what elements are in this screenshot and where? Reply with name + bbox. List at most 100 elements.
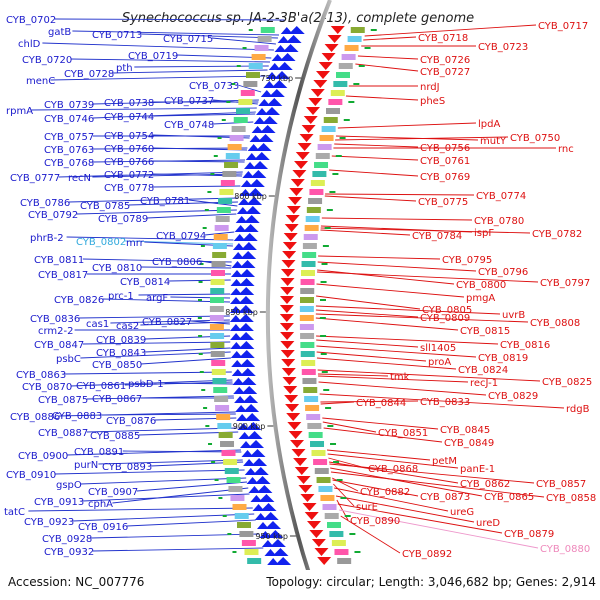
left-gene-label: CYB_0923 bbox=[24, 517, 74, 528]
leader-line bbox=[317, 373, 389, 377]
left-gene-label: mrr bbox=[126, 238, 145, 249]
forward-gene-arrow bbox=[258, 494, 275, 502]
left-gene-label: CYB_0893 bbox=[102, 462, 152, 473]
forward-gene-arrow bbox=[238, 341, 255, 349]
feature-box bbox=[304, 225, 319, 231]
right-gene-label: CYB_0880 bbox=[540, 544, 590, 555]
left-gene-label: purN bbox=[74, 460, 98, 471]
left-gene-label: CYB_0913 bbox=[34, 497, 84, 508]
leader-line bbox=[58, 171, 243, 178]
feature-box bbox=[260, 27, 275, 33]
left-gene-label: CYB_0870 bbox=[22, 382, 72, 393]
feature-box bbox=[309, 189, 324, 195]
leader-line bbox=[152, 185, 241, 188]
feature-box bbox=[254, 45, 269, 51]
leader-line bbox=[64, 371, 232, 375]
forward-gene-arrow bbox=[246, 431, 263, 439]
left-gene-label: CYB_0847 bbox=[34, 340, 84, 351]
right-gene-label: CYB_0879 bbox=[504, 529, 554, 540]
forward-gene-arrow bbox=[245, 153, 258, 160]
forward-gene-arrow bbox=[267, 558, 280, 565]
genome-backbone bbox=[265, 0, 332, 600]
feature-box bbox=[225, 153, 240, 159]
right-gene-label: mutY bbox=[480, 136, 507, 147]
feature-dot bbox=[343, 119, 350, 121]
leader-line bbox=[320, 401, 355, 405]
feature-box bbox=[319, 135, 334, 141]
reverse-gene-arrow bbox=[282, 242, 297, 250]
feature-box bbox=[308, 198, 323, 204]
left-gene-label: cphA bbox=[88, 499, 113, 510]
reverse-gene-arrow bbox=[308, 98, 323, 106]
forward-gene-arrow bbox=[248, 486, 261, 493]
right-gene-label: CYB_0761 bbox=[420, 156, 470, 167]
right-gene-label: CYB_0795 bbox=[442, 255, 492, 266]
leader-line bbox=[337, 122, 477, 129]
feature-dot bbox=[349, 533, 356, 535]
leader-line bbox=[140, 266, 232, 269]
leader-line bbox=[86, 427, 238, 433]
forward-gene-arrow bbox=[230, 270, 243, 277]
feature-dot bbox=[231, 83, 236, 85]
leader-line bbox=[152, 113, 256, 117]
feature-box bbox=[211, 261, 226, 267]
feature-dot bbox=[221, 119, 226, 121]
leader-line bbox=[140, 357, 231, 365]
reverse-gene-arrow bbox=[280, 350, 295, 358]
leader-line bbox=[78, 315, 230, 319]
left-gene-label: CYB_0785 bbox=[80, 201, 130, 212]
leader-line bbox=[86, 395, 234, 400]
label-leader-lines bbox=[28, 18, 565, 554]
feature-box bbox=[209, 315, 224, 321]
leader-line bbox=[331, 155, 419, 161]
left-gene-label: CYB_0836 bbox=[30, 314, 80, 325]
right-gene-label: CYB_0844 bbox=[356, 398, 406, 409]
reverse-gene-arrow bbox=[288, 431, 303, 439]
left-gene-label: CYB_0778 bbox=[104, 183, 154, 194]
right-gene-label: CYB_0808 bbox=[530, 318, 580, 329]
feature-dot bbox=[232, 551, 237, 553]
left-gene-label: CYB_0772 bbox=[104, 170, 154, 181]
forward-gene-arrow bbox=[260, 503, 277, 511]
feature-box bbox=[314, 162, 329, 168]
feature-box bbox=[231, 126, 246, 132]
feature-box bbox=[299, 315, 314, 321]
reverse-gene-arrow bbox=[317, 557, 332, 565]
feature-box bbox=[321, 126, 336, 132]
feature-box bbox=[232, 504, 247, 510]
feature-box bbox=[322, 504, 337, 510]
reverse-gene-arrow bbox=[280, 332, 295, 340]
leader-line bbox=[318, 375, 469, 383]
leader-line bbox=[316, 335, 499, 345]
right-gene-label: CYB_0774 bbox=[476, 191, 526, 202]
right-gene-label: CYB_0815 bbox=[460, 326, 510, 337]
left-gene-label: CYB_0739 bbox=[44, 100, 94, 111]
right-gene-label: CYB_0727 bbox=[420, 67, 470, 78]
reverse-gene-arrow bbox=[294, 467, 309, 475]
leader-line bbox=[204, 231, 235, 236]
left-gene-label: CYB_0814 bbox=[120, 277, 170, 288]
reverse-gene-arrow bbox=[285, 215, 300, 223]
forward-gene-arrow bbox=[233, 234, 246, 241]
forward-gene-arrow bbox=[233, 387, 246, 394]
forward-gene-arrow bbox=[229, 315, 242, 322]
feature-box bbox=[308, 432, 323, 438]
feature-box bbox=[330, 90, 345, 96]
leader-line bbox=[363, 36, 417, 41]
feature-box bbox=[234, 513, 249, 519]
reverse-gene-arrow bbox=[284, 395, 299, 403]
left-gene-label: CYB_0806 bbox=[152, 257, 202, 268]
left-gene-label: CYB_0754 bbox=[104, 131, 154, 142]
forward-gene-arrow bbox=[288, 26, 305, 34]
feature-dot bbox=[354, 551, 361, 553]
reverse-gene-arrow bbox=[281, 368, 296, 376]
forward-gene-arrow bbox=[254, 513, 267, 520]
leader-line bbox=[316, 283, 465, 298]
reverse-gene-arrow bbox=[291, 449, 306, 457]
left-gene-label: psbD-1 bbox=[128, 379, 164, 390]
feature-box bbox=[328, 99, 343, 105]
left-gene-label: CYB_0891 bbox=[74, 447, 124, 458]
right-gene-label: CYB_0849 bbox=[444, 438, 494, 449]
leader-line bbox=[322, 421, 377, 433]
leader-line bbox=[334, 487, 449, 512]
